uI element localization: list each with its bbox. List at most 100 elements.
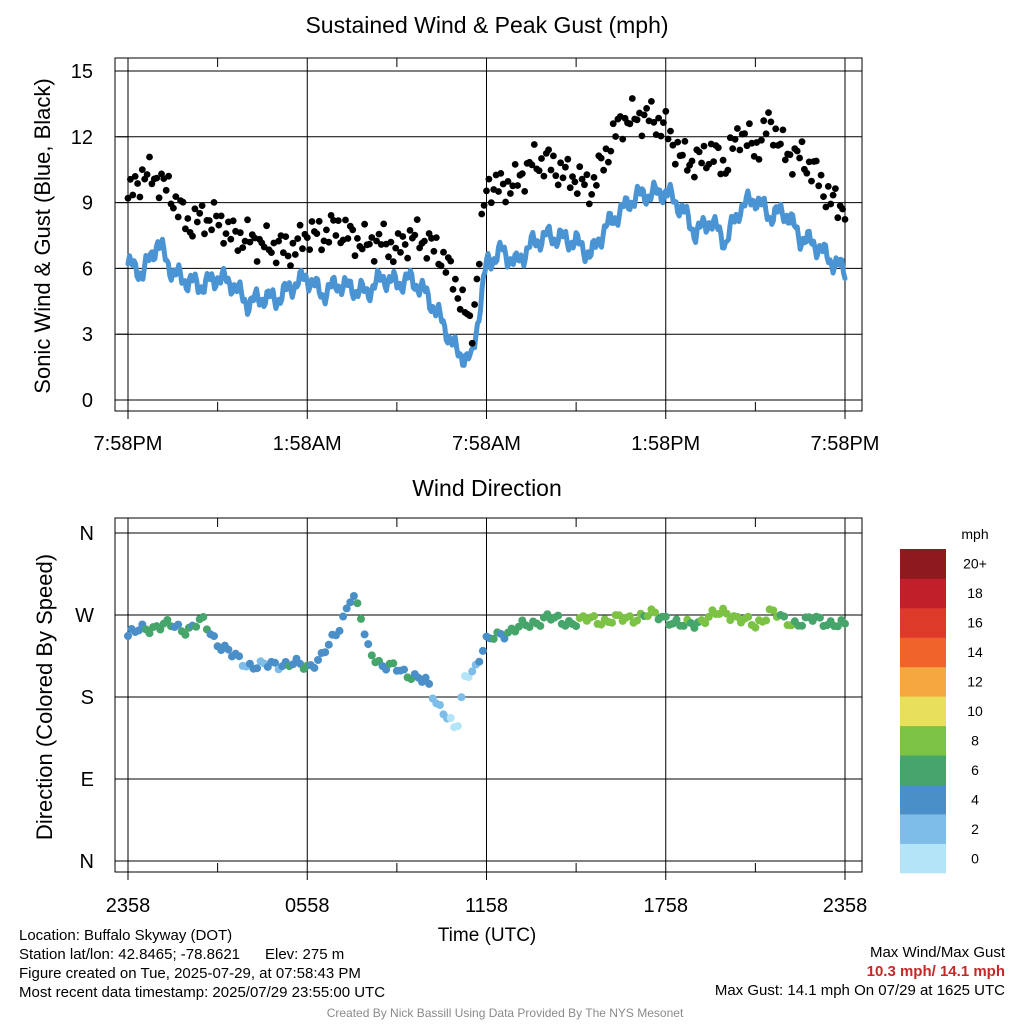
gust-point xyxy=(719,156,727,164)
gust-point xyxy=(131,173,139,180)
gust-point xyxy=(466,312,474,320)
direction-point xyxy=(382,665,391,674)
gust-point xyxy=(583,171,591,179)
gust-point xyxy=(483,187,490,195)
direction-point xyxy=(174,620,183,629)
gust-point xyxy=(440,248,447,256)
gust-point xyxy=(562,163,569,171)
gust-point xyxy=(485,175,493,183)
gust-point xyxy=(817,171,825,179)
gust-point xyxy=(578,175,586,183)
direction-point xyxy=(722,609,731,618)
gust-point xyxy=(330,217,337,224)
gust-point xyxy=(535,167,543,175)
gust-point xyxy=(404,254,411,262)
gust-point xyxy=(184,215,192,222)
gust-point xyxy=(143,171,151,178)
bottom-xtick-label: 1158 xyxy=(465,895,508,917)
direction-point xyxy=(590,612,598,621)
gust-point xyxy=(504,178,512,185)
gust-point xyxy=(552,172,560,180)
colorbar-segment xyxy=(900,843,946,874)
top-xtick-label: 7:58AM xyxy=(452,433,521,455)
top-xtick-label: 7:58PM xyxy=(94,433,163,455)
gust-point xyxy=(585,200,593,208)
gust-point xyxy=(452,275,459,283)
gust-point xyxy=(303,234,311,242)
direction-point xyxy=(672,615,681,624)
gust-point xyxy=(217,212,225,220)
top-plot-frame xyxy=(114,57,863,412)
gust-point xyxy=(674,138,682,146)
direction-point xyxy=(446,714,455,722)
direction-point xyxy=(156,625,165,634)
colorbar-unit: mph xyxy=(961,526,988,542)
gust-point xyxy=(124,194,132,202)
direction-point xyxy=(353,599,362,608)
top-chart-title: Sustained Wind & Peak Gust (mph) xyxy=(305,12,668,38)
gust-point xyxy=(222,230,230,238)
gust-point xyxy=(189,232,196,240)
gust-point xyxy=(765,109,772,116)
bottom-chart-axes: N E S W N 2358 0558 1158 1758 2358 xyxy=(75,523,867,917)
gust-point xyxy=(447,257,455,265)
top-xtick-label: 7:58PM xyxy=(811,433,880,455)
gust-point xyxy=(454,295,462,302)
direction-point xyxy=(389,659,398,668)
gust-point xyxy=(413,216,421,224)
colorbar-segment xyxy=(900,814,946,844)
colorbar-segment xyxy=(900,666,946,697)
gust-point xyxy=(671,160,679,168)
gust-point xyxy=(487,199,495,207)
gust-point xyxy=(172,193,180,201)
gust-point xyxy=(559,174,567,182)
gust-point xyxy=(387,238,395,246)
gust-point xyxy=(497,170,505,177)
colorbar-label: 16 xyxy=(967,615,983,631)
gust-point xyxy=(640,111,648,119)
gust-point xyxy=(815,182,823,190)
colorbar-label: 2 xyxy=(971,821,979,837)
gust-point xyxy=(669,141,677,149)
gust-point xyxy=(306,246,313,254)
gust-point xyxy=(253,258,261,265)
gust-point xyxy=(667,127,674,135)
direction-point xyxy=(271,658,279,667)
gust-point xyxy=(239,244,247,252)
direction-point xyxy=(349,592,358,600)
gust-point xyxy=(724,166,732,174)
colorbar-label: 0 xyxy=(971,850,979,866)
gust-point xyxy=(600,166,607,174)
gust-point xyxy=(182,225,189,233)
gust-point xyxy=(354,235,361,242)
gust-point xyxy=(275,237,282,245)
gust-point xyxy=(691,173,698,181)
direction-point xyxy=(744,612,753,621)
gust-point xyxy=(839,205,846,213)
direction-point xyxy=(554,611,563,620)
bottom-xtick-label: 2358 xyxy=(823,895,868,917)
direction-point xyxy=(321,648,330,657)
gust-point xyxy=(191,205,199,213)
gust-point xyxy=(789,171,796,178)
colorbar-label: 20+ xyxy=(963,556,987,572)
top-ytick-label: 0 xyxy=(82,390,93,412)
gust-point xyxy=(626,120,634,128)
gust-point xyxy=(518,170,526,178)
gust-point xyxy=(660,119,667,126)
gust-point xyxy=(437,262,445,270)
direction-point xyxy=(342,604,351,613)
direction-point xyxy=(514,622,523,631)
gust-point xyxy=(229,217,237,225)
gust-point xyxy=(471,301,478,308)
gust-point xyxy=(294,235,302,243)
direction-point xyxy=(500,634,509,643)
peak-gust-series xyxy=(124,95,849,347)
gust-point xyxy=(318,246,325,254)
gust-point xyxy=(612,133,619,140)
gust-point xyxy=(284,252,292,260)
direction-point xyxy=(489,634,498,643)
gust-point xyxy=(268,249,275,256)
gust-point xyxy=(421,237,428,245)
gust-point xyxy=(547,166,555,174)
